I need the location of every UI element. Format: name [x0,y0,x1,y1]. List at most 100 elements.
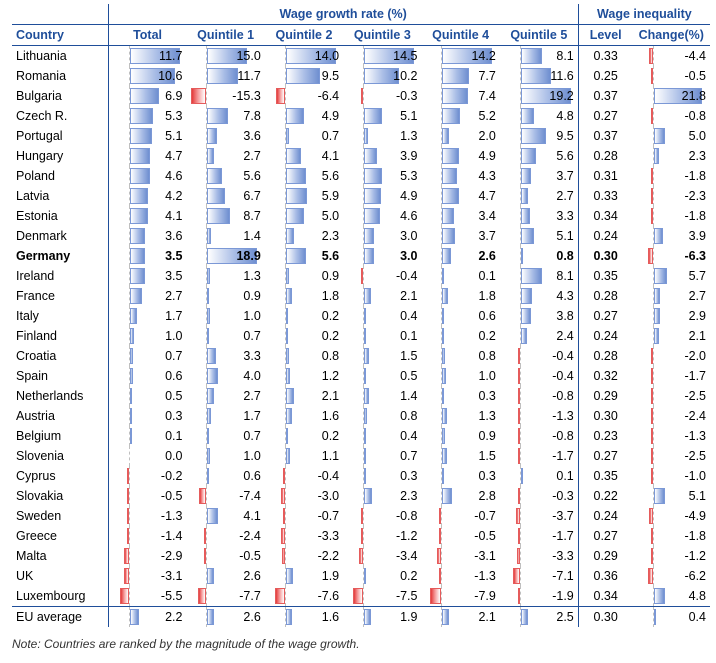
positive-data-bar [285,188,307,204]
positive-data-bar [653,288,660,304]
axis-line [284,446,286,466]
q1-cell: 1.3 [186,266,264,286]
change-value: -1.2 [684,549,706,563]
change-value: -6.2 [684,569,706,583]
q1-value: 5.6 [243,169,261,183]
positive-data-bar [207,248,258,264]
country-cell: EU average [12,606,109,627]
positive-data-bar [442,428,446,444]
positive-data-bar [129,128,152,144]
change-cell: -1.7 [633,366,710,386]
country-cell: Croatia [16,349,57,363]
axis-line [363,607,365,627]
positive-data-bar [129,268,145,284]
q1-value: 1.0 [243,309,261,323]
q4-cell: 14.2 [421,46,499,66]
change-cell: -1.8 [633,206,710,226]
axis-line [652,106,654,126]
axis-line [206,546,208,566]
positive-data-bar [364,468,367,484]
q4-value: 2.6 [478,249,496,263]
q3-value: 0.2 [400,569,418,583]
total-cell: 5.3 [107,106,187,126]
positive-data-bar [207,568,215,584]
q5-value: 3.3 [556,209,574,223]
q4-value: -0.5 [474,529,496,543]
q5-value: 3.8 [556,309,574,323]
total-cell: 0.0 [107,446,187,466]
axis-line [363,366,365,386]
q5-cell: 19.2 [500,86,578,106]
total-cell: 3.5 [107,266,187,286]
axis-line [206,566,208,586]
q4-cell: 0.3 [421,386,499,406]
axis-line [206,506,208,526]
axis-line [284,486,286,506]
positive-data-bar [285,268,289,284]
q2-cell: 0.2 [265,306,343,326]
axis-line [519,607,521,627]
q2-cell: 1.9 [265,566,343,586]
axis-line [363,86,365,106]
q2-value: 2.3 [321,229,340,243]
change-cell: 21.8 [633,86,710,106]
change-value: 2.3 [688,149,706,163]
axis-line [128,446,130,466]
negative-data-bar [648,48,653,64]
q3-value: 4.6 [400,209,418,223]
level-cell: 0.24 [577,506,633,526]
axis-line [363,446,365,466]
q5-cell: -1.7 [500,526,578,546]
level-cell: 0.37 [577,126,633,146]
positive-data-bar [364,448,367,464]
axis-line [363,506,365,526]
negative-data-bar [648,508,653,524]
axis-line [519,526,521,546]
axis-line [441,486,443,506]
q5-value: -0.8 [552,429,574,443]
axis-line [284,546,286,566]
change-cell: -0.5 [633,66,710,86]
q2-cell: 1.8 [265,286,343,306]
q4-cell: -7.9 [421,586,499,607]
q1-cell: -7.4 [186,486,264,506]
q4-value: 1.3 [478,409,496,423]
q2-value: -3.3 [317,529,340,543]
level-cell: 0.30 [577,606,633,627]
axis-line [441,166,443,186]
q5-cell: -0.3 [500,486,578,506]
positive-data-bar [364,128,369,144]
q5-cell: -7.1 [500,566,578,586]
total-value: -1.4 [160,529,183,543]
axis-line [363,226,365,246]
negative-data-bar [361,528,364,544]
axis-line [652,446,654,466]
header-wage-growth: Wage growth rate (%) [107,4,579,25]
table-row: Finland 1.0 0.7 0.2 0.1 0.2 2.4 0.24 2.1 [12,326,710,346]
q4-value: 4.3 [478,169,496,183]
level-cell: 0.27 [577,106,633,126]
axis-line [519,186,521,206]
negative-data-bar [515,508,520,524]
axis-line [284,166,286,186]
q5-cell: 4.8 [500,106,578,126]
q3-value: 1.5 [400,349,418,363]
q4-cell: 0.3 [421,466,499,486]
positive-data-bar [520,168,531,184]
axis-line [284,246,286,266]
axis-line [128,266,130,286]
q2-cell: 14.0 [265,46,343,66]
q5-cell: 9.5 [500,126,578,146]
q5-cell: 2.7 [500,186,578,206]
positive-data-bar [364,168,383,184]
q5-cell: 3.8 [500,306,578,326]
axis-line [652,166,654,186]
table-row: Portugal 5.1 3.6 0.7 1.3 2.0 9.5 0.37 5.0 [12,126,710,146]
positive-data-bar [442,208,455,224]
q2-value: 0.2 [321,309,340,323]
q2-value: 5.9 [321,189,340,203]
positive-data-bar [207,168,223,184]
positive-data-bar [520,68,551,84]
q5-value: -3.3 [552,549,574,563]
q3-cell: -0.8 [343,506,421,526]
